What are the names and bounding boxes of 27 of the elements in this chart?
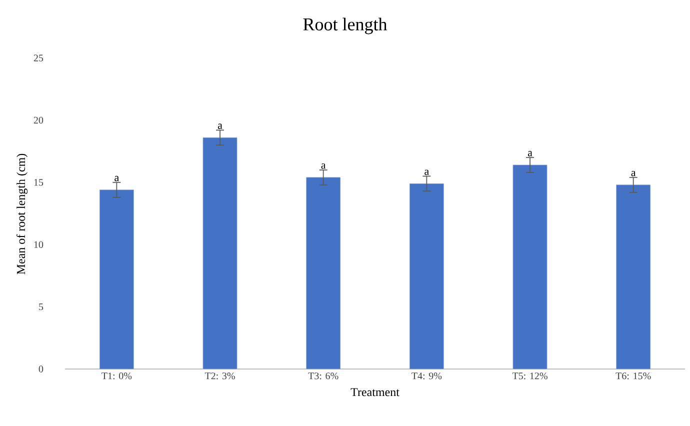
y-tick-label: 20: [34, 116, 44, 124]
annotation: a: [424, 170, 429, 175]
x-tick-label: T2: 3%: [204, 372, 235, 380]
bar: [99, 190, 134, 370]
y-axis-title: Mean of root length (cm): [16, 154, 28, 274]
y-tick-label: 10: [34, 241, 44, 248]
bar: [306, 177, 341, 370]
annotation: a: [321, 163, 326, 169]
x-tick-label: T5: 12%: [512, 372, 548, 380]
bar: [202, 137, 238, 370]
annotation: a: [631, 170, 636, 176]
x-axis-title: Treatment: [350, 388, 400, 396]
y-tick-label: 15: [34, 179, 44, 186]
x-tick-label: T3: 6%: [308, 372, 338, 380]
bar: [512, 164, 548, 370]
annotation: a: [218, 124, 222, 129]
y-tick-label: 25: [34, 54, 44, 62]
x-tick-label: T4: 9%: [412, 372, 442, 380]
bar: [409, 183, 444, 370]
chart-title: Root length: [303, 18, 388, 34]
bar: [616, 184, 651, 370]
x-tick-label: T6: 15%: [616, 372, 651, 380]
y-tick-label: 5: [39, 303, 44, 310]
annotation: a: [528, 151, 532, 156]
x-tick-label: T1: 0%: [102, 372, 132, 380]
y-tick-label: 0: [38, 366, 44, 372]
annotation: a: [114, 176, 119, 182]
